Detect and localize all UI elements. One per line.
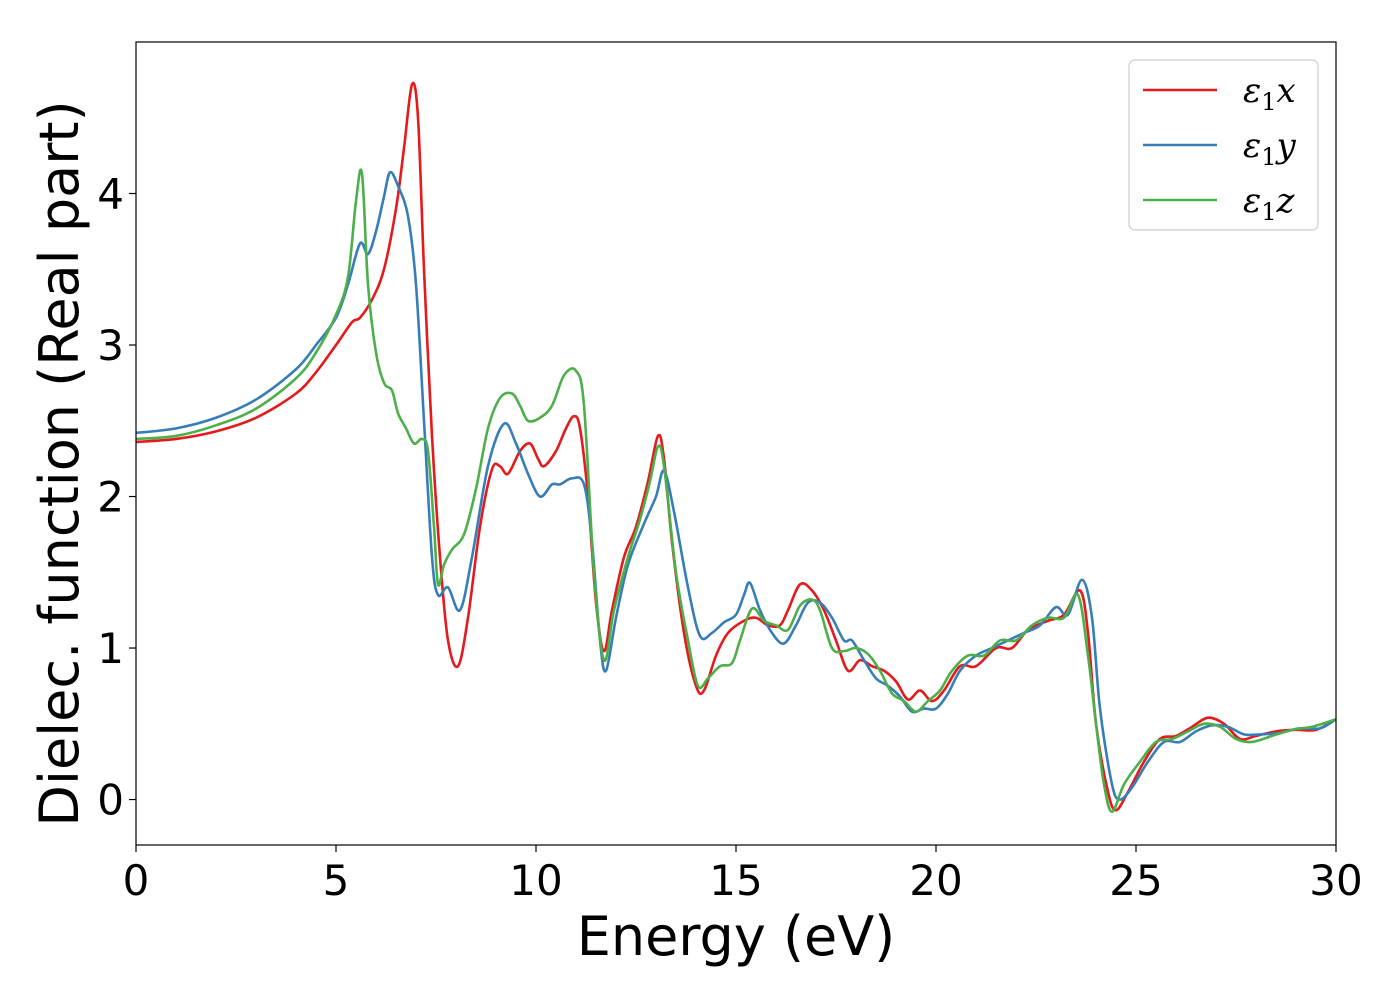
- legend-label-y: ε1y: [1243, 126, 1297, 171]
- x-tick-label: 10: [509, 856, 562, 905]
- legend: ε1x ε1y ε1z: [1128, 59, 1319, 231]
- y-axis-ticks: 0 1 2 3 4: [97, 170, 136, 825]
- x-tick-label: 20: [909, 856, 962, 905]
- series-line-y: [136, 170, 1336, 801]
- series-layer: [136, 81, 1336, 813]
- y-tick-label: 3: [97, 321, 124, 370]
- y-tick-label: 2: [97, 473, 124, 522]
- x-axis-ticks: 0 5 10 15 20 25 30: [123, 845, 1363, 905]
- legend-box: [1128, 59, 1319, 231]
- x-tick-label: 5: [323, 856, 350, 905]
- legend-label-x: ε1x: [1243, 71, 1296, 116]
- legend-label-z: ε1z: [1243, 181, 1296, 226]
- x-tick-label: 30: [1309, 856, 1362, 905]
- x-tick-label: 25: [1109, 856, 1162, 905]
- series-line-z: [136, 168, 1336, 813]
- x-axis-title: Energy (eV): [577, 905, 896, 968]
- x-tick-label: 0: [123, 856, 150, 905]
- x-tick-label: 15: [709, 856, 762, 905]
- y-tick-label: 1: [97, 624, 124, 673]
- y-tick-label: 0: [97, 776, 124, 825]
- y-tick-label: 4: [97, 170, 124, 219]
- y-axis-title: Dielec. function (Real part): [28, 100, 91, 826]
